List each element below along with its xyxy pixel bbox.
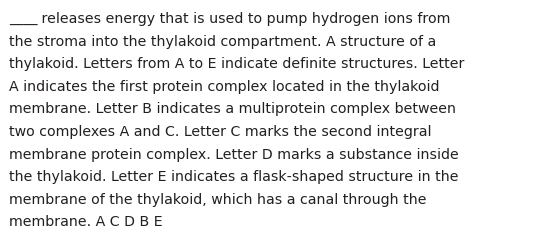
- Text: membrane protein complex. Letter D marks a substance inside: membrane protein complex. Letter D marks…: [9, 147, 459, 161]
- Text: thylakoid. Letters from A to E indicate definite structures. Letter: thylakoid. Letters from A to E indicate …: [9, 57, 464, 71]
- Text: ____: ____: [9, 12, 37, 26]
- Text: the stroma into the thylakoid compartment. A structure of a: the stroma into the thylakoid compartmen…: [9, 34, 436, 48]
- Text: two complexes A and C. Letter C marks the second integral: two complexes A and C. Letter C marks th…: [9, 124, 431, 138]
- Text: A indicates the first protein complex located in the thylakoid: A indicates the first protein complex lo…: [9, 80, 440, 94]
- Text: membrane of the thylakoid, which has a canal through the: membrane of the thylakoid, which has a c…: [9, 192, 426, 206]
- Text: the thylakoid. Letter E indicates a flask-shaped structure in the: the thylakoid. Letter E indicates a flas…: [9, 170, 459, 183]
- Text: membrane. Letter B indicates a multiprotein complex between: membrane. Letter B indicates a multiprot…: [9, 102, 456, 116]
- Text: releases energy that is used to pump hydrogen ions from: releases energy that is used to pump hyd…: [36, 12, 450, 26]
- Text: membrane. A C D B E: membrane. A C D B E: [9, 214, 162, 228]
